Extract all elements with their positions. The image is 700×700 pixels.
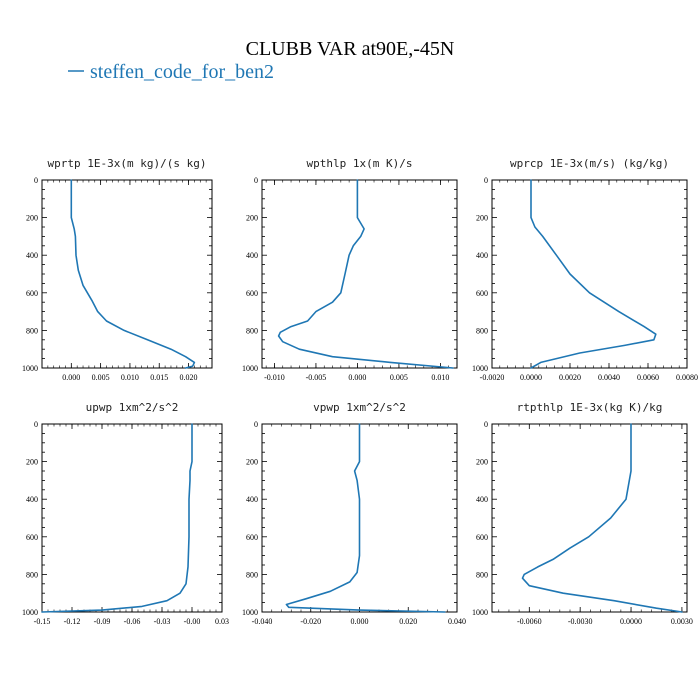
x-tick-label: 0.0000 (620, 617, 642, 626)
y-tick-label: 0 (484, 420, 488, 429)
y-tick-label: 400 (246, 495, 258, 504)
y-tick-label: 800 (476, 570, 488, 579)
x-tick-label: 0.0060 (637, 373, 659, 382)
profile-line (41, 423, 193, 613)
x-tick-label: 0.0080 (676, 373, 698, 382)
x-tick-label: 0.010 (121, 373, 139, 382)
x-tick-label: 0.005 (390, 373, 408, 382)
y-tick-label: 0 (34, 420, 38, 429)
x-tick-label: -0.010 (264, 373, 285, 382)
y-tick-label: 200 (246, 458, 258, 467)
plot-frame (261, 179, 458, 369)
profile-line (521, 423, 683, 613)
y-tick-label: 400 (26, 251, 38, 260)
panel-title: rtpthlp 1E-3x(kg K)/kg (517, 401, 663, 414)
y-tick-label: 200 (246, 214, 258, 223)
x-tick-label: -0.0060 (517, 617, 542, 626)
x-tick-label: 0.03 (215, 617, 229, 626)
profile-line (70, 179, 196, 369)
profile-line (530, 179, 657, 369)
y-tick-label: 0 (34, 176, 38, 185)
x-tick-label: 0.010 (431, 373, 449, 382)
panel-3: wprcp 1E-3x(m/s) (kg/kg) 0 200 400 600 800 100… (472, 157, 698, 382)
x-tick-label: 0.040 (448, 617, 466, 626)
panel-6: rtpthlp 1E-3x(kg K)/kg 0 200 400 600 800 1000 -… (472, 401, 693, 626)
panel-title: wpthlp 1x(m K)/s (307, 157, 413, 170)
profile-line (277, 179, 454, 369)
y-tick-label: 1000 (472, 364, 488, 373)
y-tick-label: 400 (246, 251, 258, 260)
x-tick-label: -0.0030 (568, 617, 593, 626)
y-tick-label: 600 (26, 533, 38, 542)
x-tick-label: 0.0030 (671, 617, 693, 626)
x-tick-label: 0.020 (399, 617, 417, 626)
panel-title: wprtp 1E-3x(m kg)/(s kg) (48, 157, 207, 170)
y-tick-label: 600 (476, 533, 488, 542)
y-tick-label: 200 (26, 214, 38, 223)
y-tick-label: 400 (476, 251, 488, 260)
profile-line (285, 423, 446, 613)
y-tick-label: 800 (246, 326, 258, 335)
y-tick-label: 800 (476, 326, 488, 335)
x-tick-label: -0.06 (124, 617, 141, 626)
panel-title: upwp 1xm^2/s^2 (86, 401, 179, 414)
y-tick-label: 800 (26, 326, 38, 335)
x-tick-label: -0.020 (300, 617, 321, 626)
y-tick-label: 800 (246, 570, 258, 579)
y-tick-label: 600 (26, 289, 38, 298)
x-tick-label: 0.000 (351, 617, 369, 626)
x-tick-label: -0.00 (184, 617, 201, 626)
plot-frame (491, 179, 688, 369)
y-tick-label: 400 (476, 495, 488, 504)
y-tick-label: 1000 (22, 608, 38, 617)
x-tick-label: 0.000 (62, 373, 80, 382)
y-tick-label: 600 (246, 289, 258, 298)
y-tick-label: 0 (254, 176, 258, 185)
y-tick-label: 1000 (242, 364, 258, 373)
x-tick-label: 0.0040 (598, 373, 620, 382)
y-tick-label: 200 (26, 458, 38, 467)
panels: wprtp 1E-3x(m kg)/(s kg) 0 200 400 600 800 100… (22, 157, 698, 626)
y-tick-label: 800 (26, 570, 38, 579)
x-tick-label: 0.015 (150, 373, 168, 382)
figure-title: CLUBB VAR at90E,-45N (246, 38, 455, 60)
x-tick-label: -0.040 (252, 617, 273, 626)
x-tick-label: 0.005 (92, 373, 110, 382)
x-tick-label: -0.03 (154, 617, 171, 626)
legend-label: steffen_code_for_ben2 (90, 61, 274, 83)
plot-frame (41, 179, 213, 369)
y-tick-label: 1000 (22, 364, 38, 373)
x-tick-label: -0.0020 (480, 373, 505, 382)
x-tick-label: 0.000 (348, 373, 366, 382)
y-tick-label: 0 (484, 176, 488, 185)
x-tick-label: 0.0020 (559, 373, 581, 382)
x-tick-label: -0.15 (34, 617, 51, 626)
panel-4: upwp 1xm^2/s^2 0 200 400 600 800 1000-0.15 -0.1… (22, 401, 229, 626)
x-tick-label: -0.09 (94, 617, 111, 626)
y-tick-label: 200 (476, 214, 488, 223)
y-tick-label: 0 (254, 420, 258, 429)
x-tick-label: -0.005 (306, 373, 327, 382)
y-tick-label: 1000 (472, 608, 488, 617)
panel-1: wprtp 1E-3x(m kg)/(s kg) 0 200 400 600 800 100… (22, 157, 213, 382)
x-tick-label: 0.0000 (520, 373, 542, 382)
x-tick-label: -0.12 (64, 617, 81, 626)
plot-frame (491, 423, 688, 613)
y-tick-label: 600 (476, 289, 488, 298)
x-tick-label: 0.020 (180, 373, 198, 382)
panel-2: wpthlp 1x(m K)/s 0 200 400 600 800 1000 -0.010 -… (242, 157, 458, 382)
y-tick-label: 600 (246, 533, 258, 542)
panel-5: vpwp 1xm^2/s^2 0 200 400 600 800 1000-0.040 -0.… (242, 401, 466, 626)
panel-title: vpwp 1xm^2/s^2 (313, 401, 406, 414)
plot-frame (41, 423, 223, 613)
y-tick-label: 1000 (242, 608, 258, 617)
panel-title: wprcp 1E-3x(m/s) (kg/kg) (510, 157, 669, 170)
y-tick-label: 200 (476, 458, 488, 467)
y-tick-label: 400 (26, 495, 38, 504)
